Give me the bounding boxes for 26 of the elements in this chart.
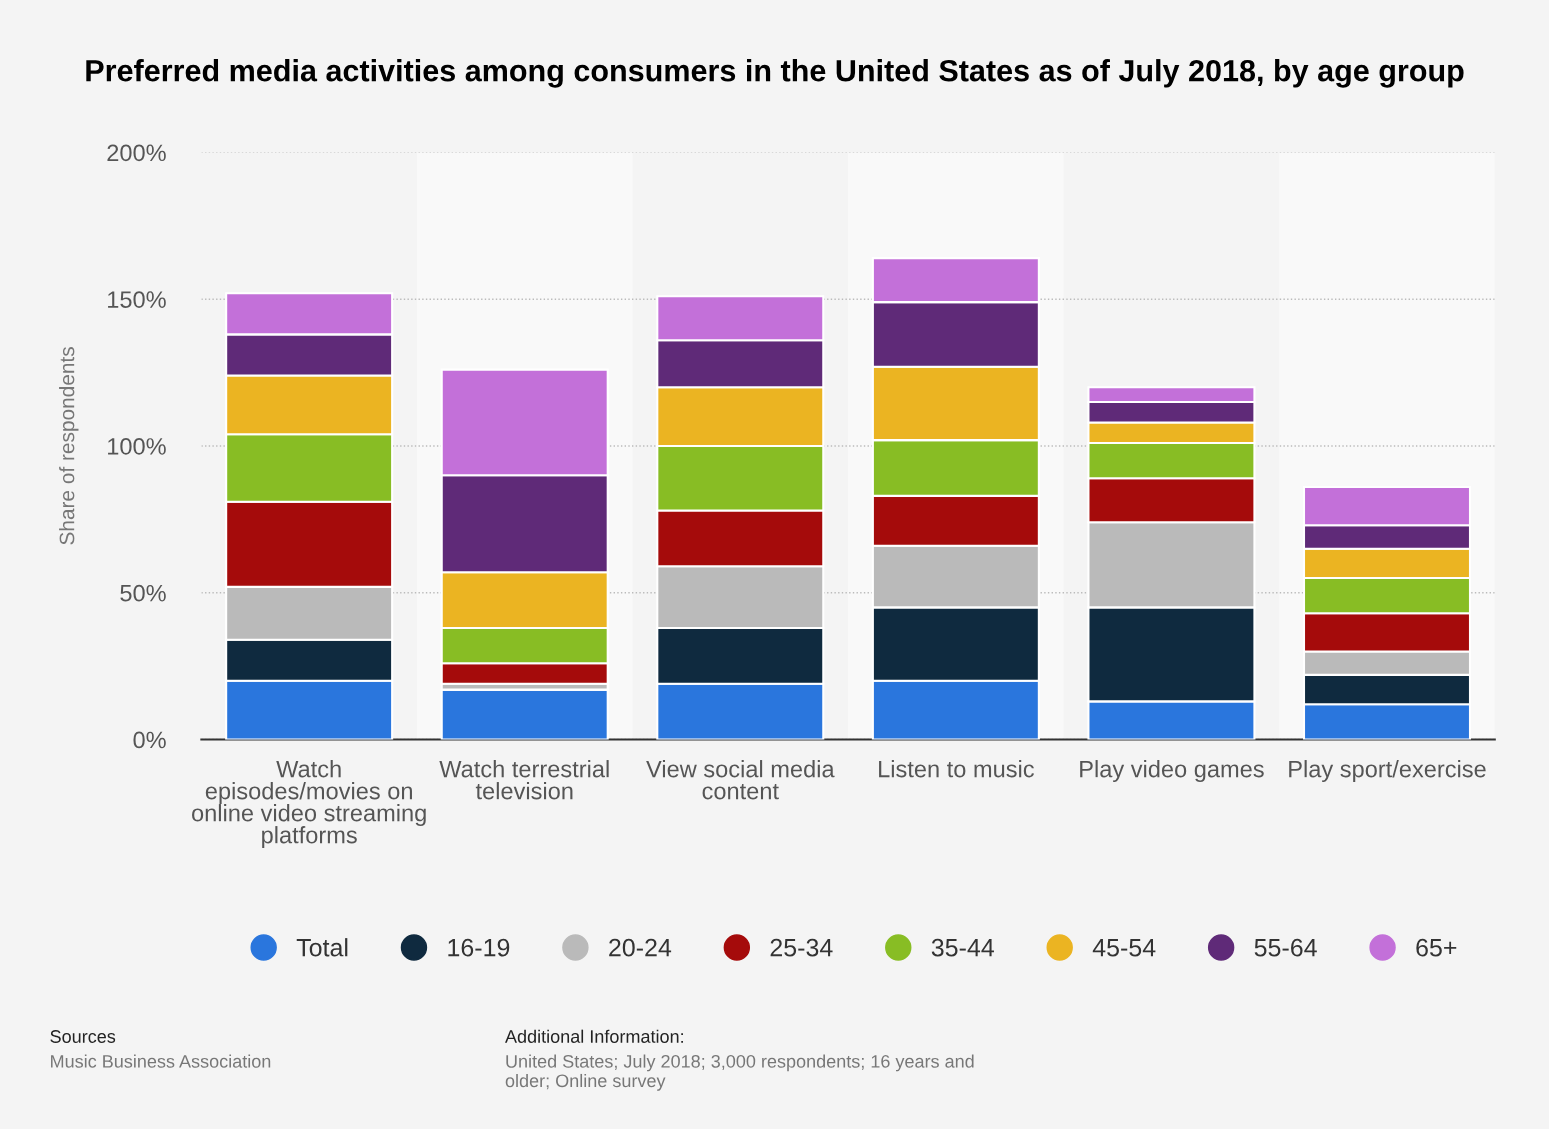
legend-label: 45-54 [1092, 939, 1156, 957]
y-tick-label: 0% [133, 731, 166, 749]
y-tick-label: 100% [108, 438, 166, 455]
bar [440, 688, 609, 740]
text: United States; July 2018; 3,000 respondents; 16 years and older; Online survey [505, 1054, 974, 1091]
text: Music Business Association [51, 1054, 271, 1068]
legend-label: 65+ [1416, 938, 1457, 957]
legend-label: 35-44 [931, 938, 994, 957]
y-axis-title: Share of respondents [59, 347, 79, 545]
chart-title: Preferred media activities among consumers in the United States as of July 2018, by age group [86, 59, 1464, 88]
legend-label: 25-34 [770, 938, 833, 957]
x-tick-label: View social media content [646, 760, 835, 800]
legend-label: Total [296, 938, 348, 957]
x-tick-label: Watch episodes/movies on online video streaming platforms [192, 760, 426, 849]
x-tick-label: Play video games [1080, 760, 1264, 783]
legend-label: 16-19 [448, 938, 510, 957]
y-tick-label: 150% [108, 291, 166, 308]
text: Additional Information: [505, 1029, 683, 1043]
x-tick-label: Watch terrestrial television [439, 760, 609, 800]
legend-label: 55-64 [1254, 938, 1317, 957]
x-tick-label: Play sport/exercise [1289, 760, 1486, 783]
x-tick-label: Listen to music [879, 760, 1034, 778]
y-tick-label: 50% [120, 584, 166, 602]
text: Sources [50, 1030, 116, 1043]
y-tick-label: 200% [107, 144, 166, 162]
legend-label: 20-24 [609, 938, 672, 957]
